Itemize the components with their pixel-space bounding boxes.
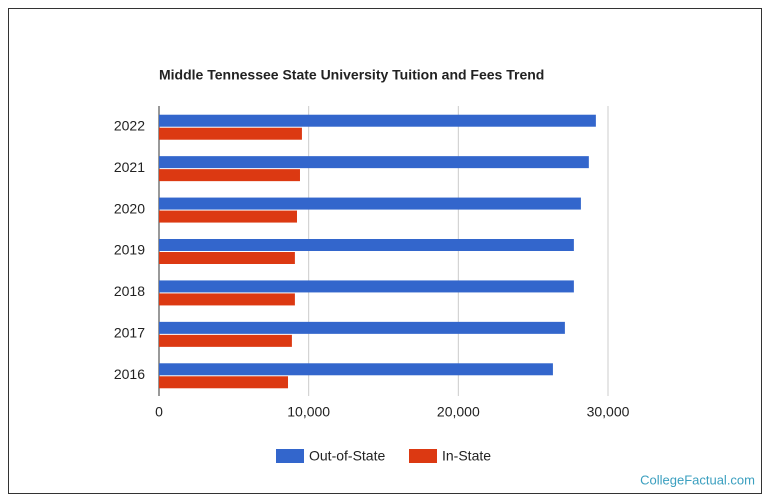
bar [159,169,300,182]
y-tick-label: 2021 [114,159,145,175]
y-tick-label: 2020 [114,200,145,216]
x-tick-label: 30,000 [587,404,630,420]
bar [159,363,553,376]
bar [159,197,581,210]
bar [159,127,302,140]
bar [159,293,295,306]
y-tick-label: 2017 [114,325,145,341]
bar [159,210,297,223]
bar [159,334,292,347]
bar [159,280,574,293]
y-tick-label: 2016 [114,366,145,382]
y-tick-label: 2018 [114,283,145,299]
bar [159,114,596,127]
legend-swatch [409,449,437,463]
bar [159,321,565,334]
bar [159,239,574,251]
x-tick-label: 0 [155,404,163,420]
footer: CollegeFactual.com [640,472,755,487]
y-tick-label: 2022 [114,117,145,133]
legend-label: In-State [442,448,491,464]
legend-swatch [276,449,304,463]
y-tick-label: 2019 [114,242,145,258]
bar [159,156,589,169]
bar [159,376,289,389]
chart-title: Middle Tennessee State University Tuitio… [159,67,544,83]
legend-label: Out-of-State [309,448,385,464]
x-tick-label: 20,000 [437,404,480,420]
bar [159,252,295,264]
x-tick-label: 10,000 [287,404,330,420]
